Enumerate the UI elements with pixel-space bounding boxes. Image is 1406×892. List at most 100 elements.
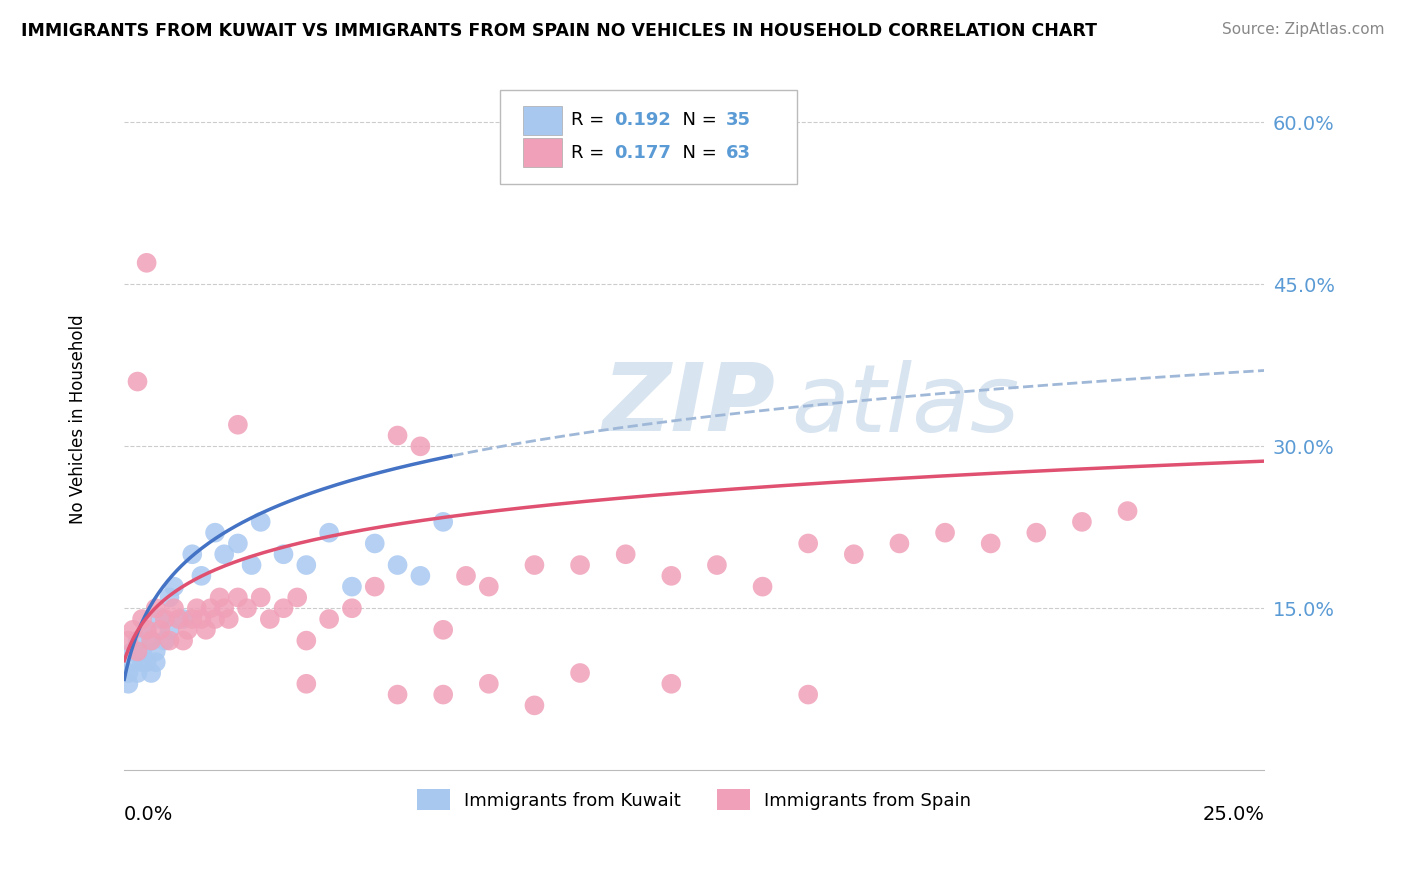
Point <box>181 612 204 626</box>
Point <box>1025 525 1047 540</box>
Point <box>706 558 728 572</box>
Point <box>409 439 432 453</box>
Point <box>364 536 387 550</box>
Point <box>145 601 167 615</box>
Point <box>117 665 139 680</box>
Point <box>127 665 149 680</box>
Point <box>176 623 198 637</box>
Point <box>186 601 208 615</box>
Point <box>141 665 163 680</box>
Text: 0.0%: 0.0% <box>124 805 173 824</box>
Legend: Immigrants from Kuwait, Immigrants from Spain: Immigrants from Kuwait, Immigrants from … <box>411 782 979 817</box>
Point <box>523 558 546 572</box>
Point <box>127 633 149 648</box>
Point <box>340 580 363 594</box>
Point <box>285 591 308 605</box>
Point <box>212 547 235 561</box>
Point <box>432 623 454 637</box>
Point <box>135 623 157 637</box>
Point <box>131 644 153 658</box>
Point <box>153 633 176 648</box>
Point <box>194 623 217 637</box>
Point <box>122 644 145 658</box>
Point <box>295 677 318 691</box>
Point <box>117 677 139 691</box>
Point <box>226 591 249 605</box>
Point <box>159 633 181 648</box>
Point <box>889 536 911 550</box>
Text: No Vehicles in Household: No Vehicles in Household <box>69 315 87 524</box>
Point <box>226 536 249 550</box>
Point <box>163 580 186 594</box>
Point <box>135 256 157 270</box>
Point <box>218 612 240 626</box>
Point <box>181 547 204 561</box>
Point <box>159 591 181 605</box>
Point <box>659 677 682 691</box>
Text: R =: R = <box>571 144 610 161</box>
Point <box>614 547 637 561</box>
Point <box>172 633 194 648</box>
FancyBboxPatch shape <box>523 106 562 136</box>
Point <box>249 591 271 605</box>
Point <box>226 417 249 432</box>
Point <box>159 623 181 637</box>
Point <box>135 655 157 669</box>
Text: N =: N = <box>671 112 723 129</box>
Point <box>141 633 163 648</box>
Point <box>212 601 235 615</box>
Point <box>387 688 409 702</box>
Point <box>454 569 477 583</box>
Point <box>122 655 145 669</box>
Point <box>208 591 231 605</box>
Point <box>249 515 271 529</box>
Text: N =: N = <box>671 144 723 161</box>
Point <box>387 558 409 572</box>
Point <box>340 601 363 615</box>
Point <box>236 601 259 615</box>
Point <box>659 569 682 583</box>
Point <box>1071 515 1094 529</box>
Point <box>204 612 226 626</box>
Point <box>122 623 145 637</box>
Point <box>523 698 546 713</box>
Point <box>163 601 186 615</box>
Point <box>318 525 340 540</box>
Point <box>204 525 226 540</box>
Point <box>149 623 172 637</box>
Point <box>980 536 1002 550</box>
Point <box>190 612 212 626</box>
Point <box>569 665 592 680</box>
Point <box>131 655 153 669</box>
Point <box>273 601 295 615</box>
Point <box>172 612 194 626</box>
Point <box>273 547 295 561</box>
Point <box>167 612 190 626</box>
Point <box>295 558 318 572</box>
Point <box>364 580 387 594</box>
Point <box>200 601 222 615</box>
Point <box>1116 504 1139 518</box>
Point <box>432 515 454 529</box>
Point <box>934 525 956 540</box>
Point <box>478 677 501 691</box>
Point <box>387 428 409 442</box>
Point <box>797 536 820 550</box>
Point <box>842 547 865 561</box>
Point <box>569 558 592 572</box>
Point <box>153 612 176 626</box>
Text: R =: R = <box>571 112 610 129</box>
Point <box>478 580 501 594</box>
Text: Source: ZipAtlas.com: Source: ZipAtlas.com <box>1222 22 1385 37</box>
Point <box>190 569 212 583</box>
Point <box>145 655 167 669</box>
Point <box>797 688 820 702</box>
FancyBboxPatch shape <box>501 89 797 185</box>
Point <box>432 688 454 702</box>
Point <box>259 612 281 626</box>
Point <box>751 580 773 594</box>
Point <box>240 558 263 572</box>
Point <box>141 633 163 648</box>
Point <box>409 569 432 583</box>
Point <box>318 612 340 626</box>
